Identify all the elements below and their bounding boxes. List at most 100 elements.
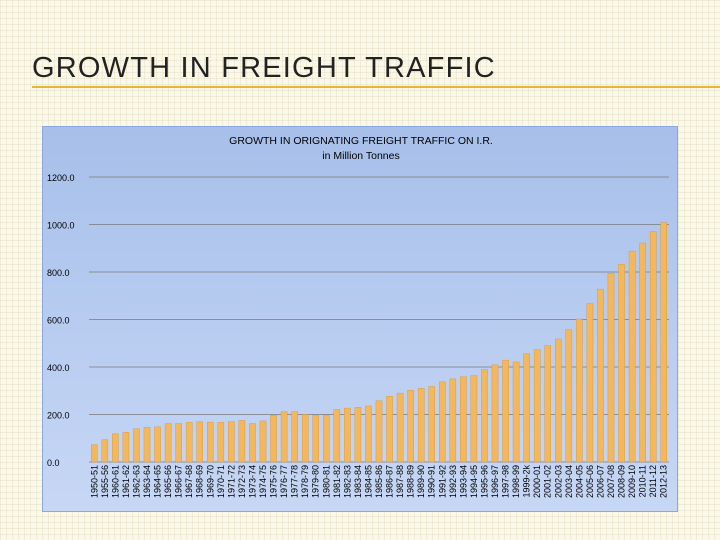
bar-2003-04 (565, 329, 573, 463)
bar-2011-12 (649, 231, 657, 463)
x-tick-label: 1976-77 (279, 465, 289, 498)
bar-2009-10 (628, 250, 636, 463)
x-tick-label: 1984-85 (363, 465, 373, 498)
x-tick-label: 1968-69 (195, 465, 205, 498)
bar-1985-86 (375, 400, 383, 463)
bar-1982-83 (344, 407, 351, 463)
bar-1988-89 (407, 390, 414, 463)
bar-2006-07 (597, 288, 604, 463)
x-tick-label: 1961-62 (121, 465, 131, 498)
x-tick-label: 2004-05 (574, 465, 584, 498)
x-tick-label: 1997-98 (501, 465, 511, 498)
x-tick-label: 1991-92 (437, 465, 447, 498)
x-tick-label: 1980-81 (321, 465, 331, 498)
x-tick-label: 1987-88 (395, 465, 405, 498)
bar-1962-63 (133, 428, 140, 463)
x-tick-label: 2011-12 (648, 465, 658, 497)
bar-1974-75 (259, 420, 267, 463)
x-tick-label: 1969-70 (205, 465, 215, 498)
bar-1976-77 (280, 411, 288, 463)
x-tick-label: 1963-64 (142, 465, 152, 498)
bar-1983-84 (354, 407, 362, 463)
bar-2000-01 (533, 349, 541, 463)
x-tick-label: 1979-80 (311, 465, 321, 498)
x-tick-label: 2010-11 (638, 465, 648, 497)
x-tick-label: 1977-78 (290, 465, 300, 498)
bar-1960-61 (112, 433, 119, 463)
x-tick-label: 1999-2k (522, 465, 532, 498)
bar-2002-03 (555, 338, 562, 463)
bar-1969-70 (207, 421, 214, 463)
x-tick-label: 1992-93 (448, 465, 458, 498)
bar-1996-97 (491, 364, 499, 463)
bar-1987-88 (396, 392, 404, 463)
x-tick-label: 1995-96 (479, 465, 489, 498)
y-tick-label: 600.0 (47, 316, 70, 326)
x-tick-label: 1982-83 (342, 465, 352, 498)
bar-1972-73 (238, 420, 246, 463)
y-tick-label: 0.0 (47, 458, 60, 468)
bar-1963-64 (143, 427, 151, 463)
bar-1965-66 (164, 423, 172, 463)
bar-1950-51 (91, 444, 98, 463)
chart-area: GROWTH IN ORIGNATING FREIGHT TRAFFIC ON … (42, 126, 678, 512)
x-tick-label: 1967-68 (184, 465, 194, 498)
chart-title: GROWTH IN ORIGNATING FREIGHT TRAFFIC ON … (229, 135, 493, 147)
bar-1955-56 (101, 439, 109, 463)
title-underline (32, 86, 720, 88)
bar-1961-62 (122, 432, 130, 463)
bar-1991-92 (439, 381, 446, 463)
x-tick-label: 2012-13 (659, 465, 669, 498)
x-axis-ticks: 1950-51 1955-56 1960-61 1961-62 1962-63 1963-… (89, 465, 668, 499)
x-tick-label: 1998-99 (511, 465, 521, 498)
bars (91, 222, 667, 463)
bar-1992-93 (449, 378, 457, 463)
bar-2001-02 (544, 345, 551, 463)
bar-1973-74 (249, 423, 256, 463)
y-tick-label: 1200.0 (47, 173, 75, 183)
x-tick-label: 1973-74 (247, 465, 257, 498)
x-tick-label: 1965-66 (163, 465, 173, 498)
y-tick-label: 400.0 (47, 363, 70, 373)
bar-1967-68 (185, 422, 193, 463)
x-tick-label: 2000-01 (532, 465, 542, 498)
bar-1990-91 (428, 386, 435, 463)
bar-1993-94 (460, 376, 467, 463)
bar-1986-87 (386, 396, 393, 463)
x-tick-label: 1974-75 (258, 465, 268, 498)
bar-1971-72 (228, 421, 235, 463)
x-tick-label: 1993-94 (458, 465, 468, 498)
x-tick-label: 1966-67 (174, 465, 184, 498)
x-tick-label: 2006-07 (595, 465, 605, 498)
bar-2012-13 (660, 222, 667, 463)
x-tick-label: 1964-65 (153, 465, 163, 498)
bar-1968-69 (196, 421, 203, 463)
bar-1998-99 (512, 361, 520, 463)
x-tick-label: 1975-76 (269, 465, 279, 498)
x-tick-label: 1972-73 (237, 465, 247, 498)
bar-2007-08 (607, 273, 615, 463)
y-tick-label: 800.0 (47, 268, 70, 278)
x-tick-label: 1988-89 (406, 465, 416, 498)
x-tick-label: 1996-97 (490, 465, 500, 498)
x-tick-label: 2003-04 (564, 465, 574, 498)
x-tick-label: 1950-51 (89, 465, 99, 498)
x-tick-label: 2002-03 (553, 465, 563, 498)
bar-1980-81 (323, 415, 330, 463)
bar-1997-98 (502, 359, 509, 463)
x-tick-label: 1986-87 (385, 465, 395, 498)
bar-1979-80 (312, 415, 319, 463)
bar-1994-95 (470, 375, 478, 463)
x-tick-label: 1978-79 (300, 465, 310, 498)
bar-2004-05 (576, 318, 583, 463)
x-tick-label: 1970-71 (216, 465, 226, 498)
x-tick-label: 1989-90 (416, 465, 426, 498)
bar-2010-11 (639, 242, 646, 463)
bar-1964-65 (154, 426, 161, 463)
y-axis-ticks: 0.0 200.0 400.0 600.0 800.0 1000.0 1200.0 (47, 173, 75, 468)
bar-1975-76 (270, 415, 277, 463)
x-tick-label: 1994-95 (469, 465, 479, 498)
x-tick-label: 1955-56 (100, 465, 110, 498)
chart-subtitle: in Million Tonnes (322, 150, 399, 162)
bar-1995-96 (481, 369, 488, 463)
